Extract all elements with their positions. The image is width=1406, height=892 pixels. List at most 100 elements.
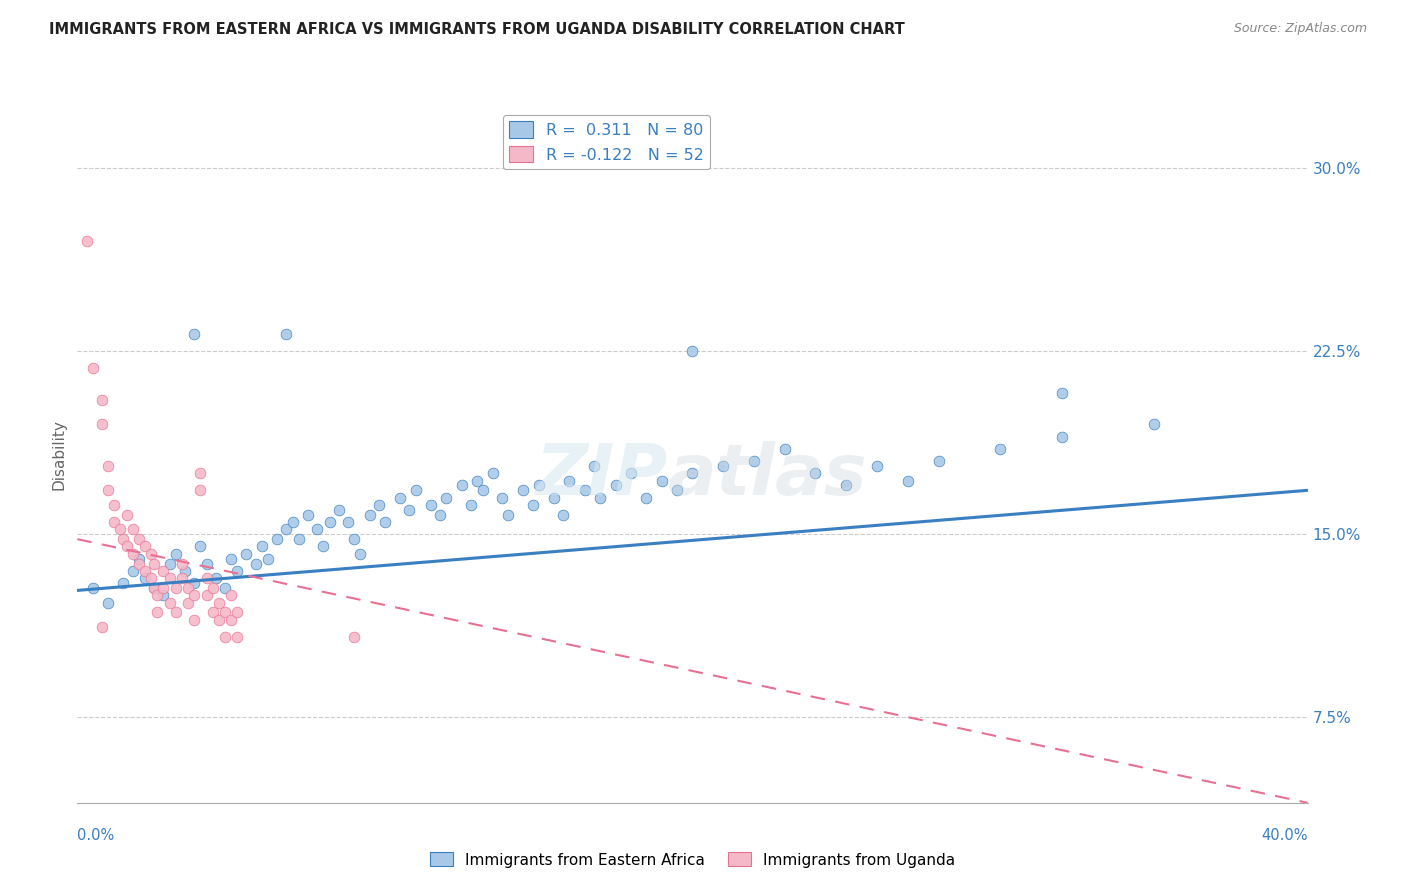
- Point: [897, 474, 920, 488]
- Point: [988, 442, 1011, 456]
- Point: [208, 596, 231, 610]
- Point: [389, 491, 412, 505]
- Point: [281, 515, 304, 529]
- Point: [115, 508, 138, 522]
- Point: [183, 576, 205, 591]
- Point: [436, 491, 458, 505]
- Point: [177, 596, 200, 610]
- Point: [143, 581, 166, 595]
- Point: [128, 532, 150, 546]
- Point: [288, 532, 311, 546]
- Point: [226, 606, 249, 620]
- Point: [146, 588, 169, 602]
- Point: [257, 551, 280, 566]
- Point: [90, 620, 114, 634]
- Point: [112, 532, 135, 546]
- Point: [183, 588, 205, 602]
- Point: [620, 467, 643, 481]
- Point: [553, 508, 575, 522]
- Point: [134, 571, 156, 585]
- Point: [496, 508, 519, 522]
- Point: [349, 547, 371, 561]
- Point: [405, 483, 427, 498]
- Text: IMMIGRANTS FROM EASTERN AFRICA VS IMMIGRANTS FROM UGANDA DISABILITY CORRELATION : IMMIGRANTS FROM EASTERN AFRICA VS IMMIGR…: [49, 22, 905, 37]
- Point: [512, 483, 534, 498]
- Point: [398, 503, 420, 517]
- Point: [420, 498, 443, 512]
- Point: [312, 540, 335, 554]
- Point: [374, 515, 396, 529]
- Point: [773, 442, 796, 456]
- Point: [121, 547, 143, 561]
- Point: [1050, 429, 1073, 443]
- Point: [214, 606, 236, 620]
- Point: [527, 478, 550, 492]
- Point: [636, 491, 658, 505]
- Point: [219, 551, 242, 566]
- Point: [214, 630, 236, 644]
- Point: [711, 458, 734, 473]
- Point: [134, 564, 156, 578]
- Point: [682, 344, 704, 359]
- Point: [522, 498, 544, 512]
- Point: [429, 508, 451, 522]
- Point: [188, 467, 212, 481]
- Point: [589, 491, 612, 505]
- Point: [472, 483, 495, 498]
- Point: [90, 417, 114, 432]
- Point: [183, 327, 205, 342]
- Text: Source: ZipAtlas.com: Source: ZipAtlas.com: [1233, 22, 1367, 36]
- Point: [307, 522, 329, 536]
- Point: [245, 557, 267, 571]
- Point: [343, 630, 366, 644]
- Point: [174, 564, 197, 578]
- Point: [343, 532, 366, 546]
- Point: [742, 454, 765, 468]
- Point: [143, 581, 166, 595]
- Point: [177, 581, 200, 595]
- Point: [134, 540, 156, 554]
- Point: [928, 454, 950, 468]
- Point: [835, 478, 858, 492]
- Point: [359, 508, 381, 522]
- Point: [491, 491, 513, 505]
- Point: [219, 588, 242, 602]
- Point: [195, 588, 218, 602]
- Point: [318, 515, 340, 529]
- Point: [90, 392, 114, 407]
- Point: [143, 557, 166, 571]
- Y-axis label: Disability: Disability: [51, 419, 66, 491]
- Point: [201, 606, 224, 620]
- Point: [208, 613, 231, 627]
- Point: [152, 581, 174, 595]
- Point: [195, 557, 218, 571]
- Point: [250, 540, 273, 554]
- Point: [112, 576, 135, 591]
- Point: [159, 557, 181, 571]
- Point: [276, 327, 298, 342]
- Point: [219, 613, 242, 627]
- Point: [188, 540, 212, 554]
- Point: [804, 467, 827, 481]
- Point: [450, 478, 472, 492]
- Point: [651, 474, 673, 488]
- Point: [195, 571, 218, 585]
- Point: [82, 361, 104, 376]
- Point: [159, 596, 181, 610]
- Point: [97, 458, 120, 473]
- Point: [583, 458, 606, 473]
- Point: [76, 235, 98, 249]
- Point: [481, 467, 503, 481]
- Point: [574, 483, 596, 498]
- Point: [115, 540, 138, 554]
- Point: [328, 503, 350, 517]
- Point: [1143, 417, 1166, 432]
- Point: [866, 458, 889, 473]
- Point: [666, 483, 689, 498]
- Point: [226, 564, 249, 578]
- Point: [605, 478, 627, 492]
- Point: [141, 571, 163, 585]
- Point: [82, 581, 104, 595]
- Text: ZIP: ZIP: [536, 442, 668, 510]
- Point: [165, 547, 187, 561]
